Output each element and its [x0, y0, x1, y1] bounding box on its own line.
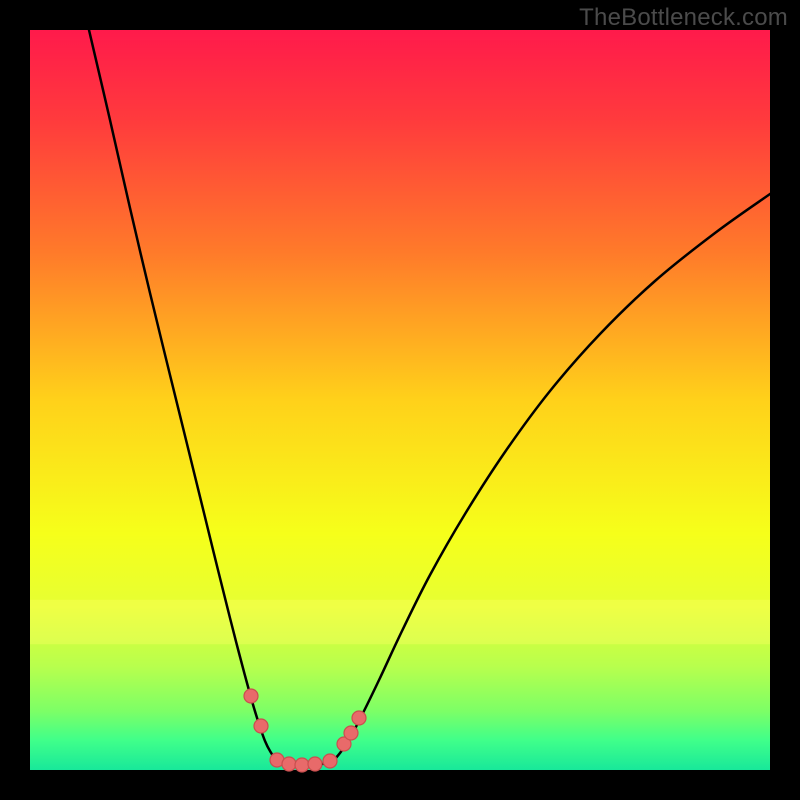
- data-marker: [352, 711, 366, 725]
- data-marker: [244, 689, 258, 703]
- data-marker: [323, 754, 337, 768]
- data-marker: [308, 757, 322, 771]
- data-marker: [344, 726, 358, 740]
- gradient-background: [30, 30, 770, 770]
- data-marker: [254, 719, 268, 733]
- watermark-text: TheBottleneck.com: [579, 4, 788, 32]
- data-marker: [295, 758, 309, 772]
- bottleneck-chart: [0, 0, 800, 800]
- data-marker: [282, 757, 296, 771]
- chart-frame: TheBottleneck.com: [0, 0, 800, 800]
